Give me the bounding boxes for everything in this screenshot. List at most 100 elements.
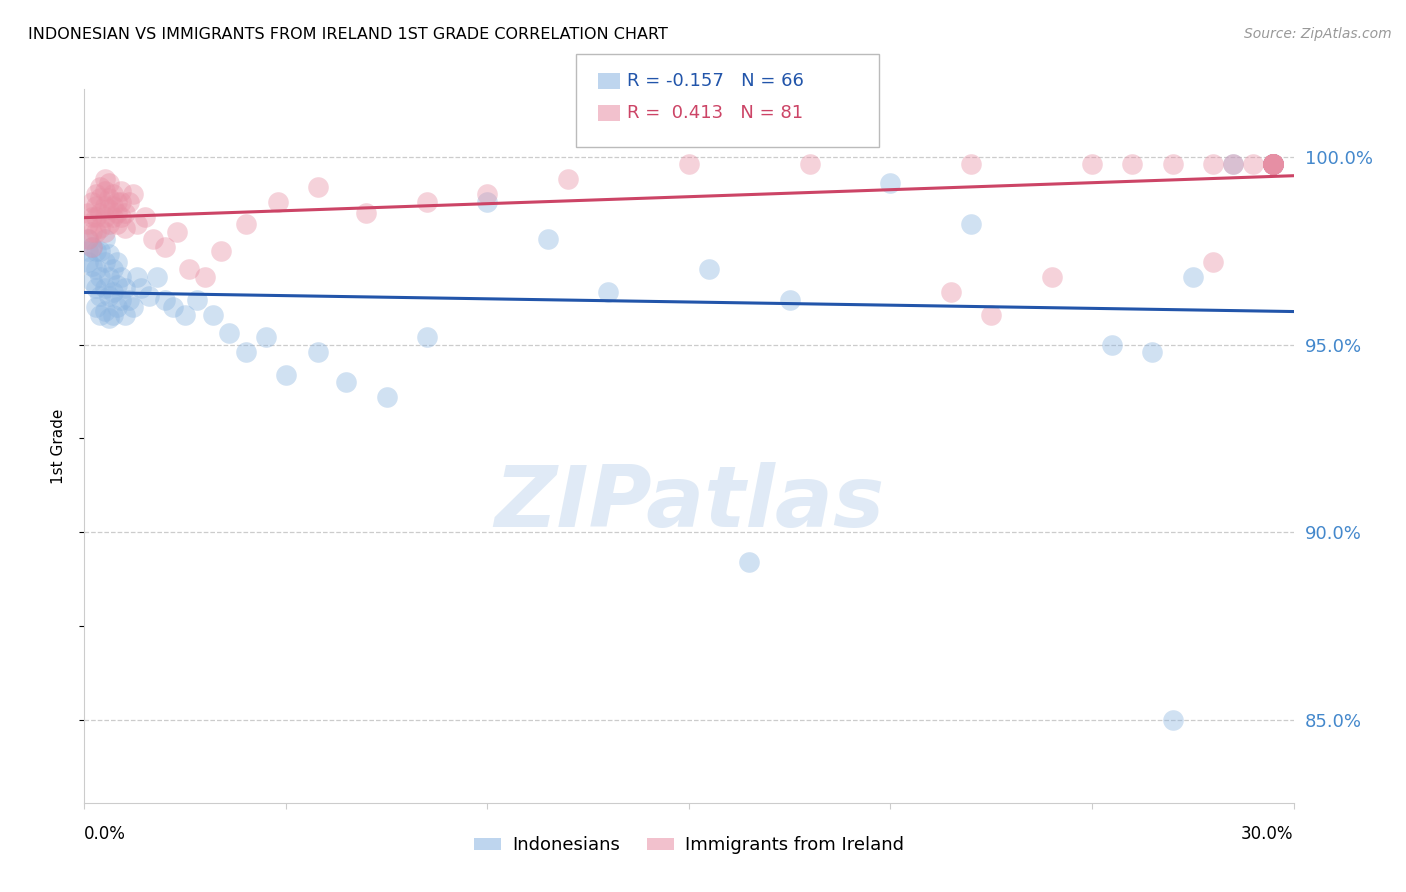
Point	[105, 300, 128, 314]
Point	[1101, 337, 1123, 351]
Point	[101, 262, 124, 277]
Point	[537, 232, 560, 246]
Text: Source: ZipAtlas.com: Source: ZipAtlas.com	[1244, 27, 1392, 41]
Point	[97, 311, 120, 326]
Point	[114, 281, 136, 295]
Point	[93, 172, 115, 186]
Point	[105, 206, 128, 220]
Point	[1263, 157, 1285, 171]
Point	[1263, 157, 1285, 171]
Point	[142, 232, 165, 246]
Point	[153, 240, 176, 254]
Point	[110, 210, 132, 224]
Point	[557, 172, 579, 186]
Point	[93, 281, 115, 295]
Point	[97, 191, 120, 205]
Point	[1263, 157, 1285, 171]
Point	[86, 281, 108, 295]
Point	[105, 255, 128, 269]
Point	[1263, 157, 1285, 171]
Point	[121, 187, 143, 202]
Point	[186, 293, 208, 307]
Point	[879, 176, 901, 190]
Text: R =  0.413   N = 81: R = 0.413 N = 81	[627, 104, 803, 122]
Point	[97, 247, 120, 261]
Point	[235, 345, 257, 359]
Point	[1263, 157, 1285, 171]
Point	[960, 218, 983, 232]
Point	[218, 326, 240, 341]
Point	[1263, 157, 1285, 171]
Point	[93, 225, 115, 239]
Point	[146, 270, 169, 285]
Point	[307, 345, 329, 359]
Point	[77, 232, 100, 246]
Point	[1202, 157, 1225, 171]
Point	[1263, 157, 1285, 171]
Point	[110, 270, 132, 285]
Point	[97, 202, 120, 217]
Point	[1263, 157, 1285, 171]
Point	[799, 157, 821, 171]
Point	[274, 368, 297, 382]
Point	[101, 187, 124, 202]
Point	[93, 232, 115, 246]
Point	[194, 270, 217, 285]
Point	[1263, 157, 1285, 171]
Point	[101, 308, 124, 322]
Point	[101, 199, 124, 213]
Point	[174, 308, 197, 322]
Point	[93, 210, 115, 224]
Point	[1161, 713, 1184, 727]
Point	[209, 244, 232, 258]
Point	[89, 308, 111, 322]
Point	[77, 232, 100, 246]
Point	[235, 218, 257, 232]
Point	[416, 330, 439, 344]
Point	[1263, 157, 1285, 171]
Text: 0.0%: 0.0%	[84, 825, 127, 843]
Point	[97, 176, 120, 190]
Point	[89, 206, 111, 220]
Point	[125, 270, 148, 285]
Point	[97, 289, 120, 303]
Point	[93, 184, 115, 198]
Point	[82, 194, 104, 209]
Point	[105, 277, 128, 292]
Point	[1222, 157, 1244, 171]
Text: ZIPatlas: ZIPatlas	[494, 461, 884, 545]
Legend: Indonesians, Immigrants from Ireland: Indonesians, Immigrants from Ireland	[467, 830, 911, 862]
Point	[1263, 157, 1285, 171]
Point	[598, 285, 620, 299]
Point	[118, 293, 141, 307]
Point	[1263, 157, 1285, 171]
Point	[105, 218, 128, 232]
Point	[1222, 157, 1244, 171]
Point	[416, 194, 439, 209]
Point	[1263, 157, 1285, 171]
Point	[697, 262, 720, 277]
Point	[162, 300, 184, 314]
Text: 30.0%: 30.0%	[1241, 825, 1294, 843]
Point	[1202, 255, 1225, 269]
Point	[97, 270, 120, 285]
Point	[356, 206, 378, 220]
Point	[1081, 157, 1104, 171]
Point	[82, 210, 104, 224]
Point	[114, 221, 136, 235]
Point	[93, 303, 115, 318]
Point	[1263, 157, 1285, 171]
Point	[89, 191, 111, 205]
Point	[939, 285, 962, 299]
Point	[779, 293, 801, 307]
Point	[93, 255, 115, 269]
Point	[335, 375, 357, 389]
Point	[1241, 157, 1264, 171]
Point	[166, 225, 188, 239]
Point	[134, 210, 156, 224]
Point	[77, 218, 100, 232]
Point	[1263, 157, 1285, 171]
Point	[82, 225, 104, 239]
Point	[1263, 157, 1285, 171]
Point	[77, 206, 100, 220]
